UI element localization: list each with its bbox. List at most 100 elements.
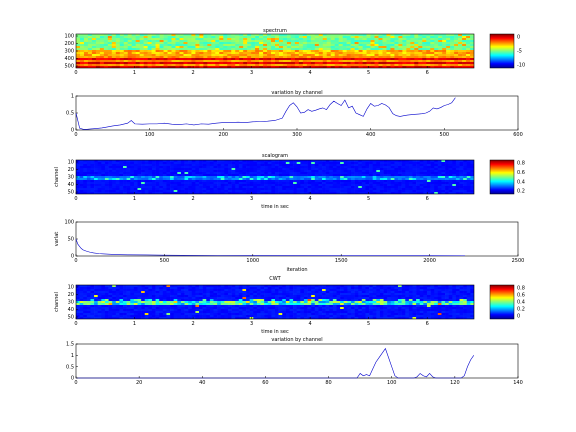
heatmap-cell [318, 287, 323, 290]
heatmap-cell [416, 182, 421, 185]
heatmap-cell [438, 62, 443, 65]
heatmap-cell [155, 164, 160, 167]
heatmap-cell [246, 301, 250, 304]
heatmap-cell [227, 188, 232, 191]
heatmap-cell [171, 66, 176, 68]
heatmap-cell [398, 295, 402, 298]
heatmap-cell [83, 34, 89, 37]
heatmap-cell [346, 36, 351, 39]
heatmap-cell [173, 295, 178, 298]
heatmap-cell [318, 174, 323, 177]
heatmap-cell [119, 182, 124, 185]
heatmap-cell [343, 295, 348, 298]
heatmap-cell [115, 293, 120, 296]
heatmap-cell [278, 40, 284, 43]
heatmap-cell [329, 291, 334, 294]
heatmap-cell [271, 180, 276, 183]
heatmap-cell [452, 176, 457, 179]
heatmap-cell [94, 174, 99, 177]
heatmap-cell [326, 52, 332, 55]
heatmap-cell [423, 295, 428, 298]
heatmap-cell [242, 192, 247, 194]
heatmap-cell [383, 303, 388, 306]
heatmap-cell [166, 162, 171, 165]
heatmap-cell [224, 170, 229, 173]
heatmap-cell [350, 166, 355, 169]
heatmap-cell [307, 303, 312, 306]
heatmap-cell [365, 291, 370, 294]
heatmap-cell [346, 46, 351, 49]
heatmap-cell [148, 176, 153, 179]
heatmap-cell [293, 301, 298, 304]
heatmap-cell [256, 301, 261, 304]
heatmap-cell [329, 184, 334, 187]
heatmap-cell [347, 291, 352, 294]
heatmap-cell [126, 192, 131, 194]
heatmap-cell [466, 182, 471, 185]
heatmap-cell [458, 34, 463, 37]
heatmap-cell [426, 192, 431, 194]
heatmap-cell [445, 174, 449, 177]
heatmap-cell [126, 172, 131, 175]
heatmap-cell [162, 170, 167, 173]
heatmap-cell [434, 295, 439, 298]
heatmap-cell [398, 293, 402, 296]
heatmap-cell [434, 180, 439, 183]
heatmap-cell [329, 287, 334, 290]
heatmap-cell [177, 176, 182, 179]
heatmap-cell [416, 305, 421, 308]
heatmap-cell [173, 287, 178, 290]
heatmap-cell [170, 178, 174, 181]
heatmap-cell [177, 293, 182, 296]
heatmap-cell [207, 50, 212, 53]
heatmap-cell [151, 299, 156, 302]
heatmap-cell [217, 305, 222, 308]
heatmap-cell [227, 60, 232, 63]
heatmap-cell [224, 287, 229, 290]
heatmap-cell [95, 42, 101, 45]
heatmap-cell [325, 164, 330, 167]
heatmap-cell [175, 42, 180, 45]
heatmap-cell [458, 50, 463, 53]
heatmap-cell [155, 48, 160, 51]
heatmap-cell [332, 287, 337, 290]
heatmap-cell [434, 166, 439, 169]
heatmap-cell [430, 46, 435, 49]
heatmap-cell [184, 166, 189, 169]
spectrum-x-tick-label: 3 [250, 70, 253, 76]
heatmap-cell [408, 295, 413, 298]
heatmap-cell [379, 166, 384, 169]
varlat-y-tick-label: 0 [71, 254, 74, 260]
heatmap-cell [350, 192, 355, 194]
heatmap-cell [332, 190, 337, 193]
heatmap-cell [285, 297, 290, 300]
heatmap-cell [173, 176, 178, 179]
heatmap-cell [430, 56, 435, 59]
heatmap-cell [418, 56, 423, 59]
heatmap-cell [86, 299, 91, 302]
heatmap-cell [423, 162, 428, 165]
heatmap-cell [206, 164, 211, 167]
heatmap-cell [343, 291, 348, 294]
heatmap-cell [76, 287, 80, 290]
heatmap-cell [227, 40, 232, 43]
heatmap-cell [414, 40, 419, 43]
heatmap-cell [322, 307, 326, 310]
heatmap-cell [382, 52, 387, 55]
heatmap-cell [224, 160, 229, 163]
heatmap-cell [211, 52, 216, 55]
heatmap-cell [155, 66, 160, 68]
heatmap-cell [455, 188, 460, 191]
heatmap-cell [180, 301, 185, 304]
heatmap-cell [271, 307, 276, 310]
heatmap-cell [188, 176, 193, 179]
heatmap-cell [206, 307, 211, 310]
heatmap-cell [267, 289, 272, 292]
heatmap-cell [278, 293, 283, 296]
heatmap-cell [406, 54, 411, 57]
heatmap-cell [398, 162, 402, 165]
heatmap-cell [211, 62, 216, 65]
heatmap-cell [405, 170, 410, 173]
heatmap-cell [199, 168, 203, 171]
heatmap-cell [278, 36, 284, 39]
